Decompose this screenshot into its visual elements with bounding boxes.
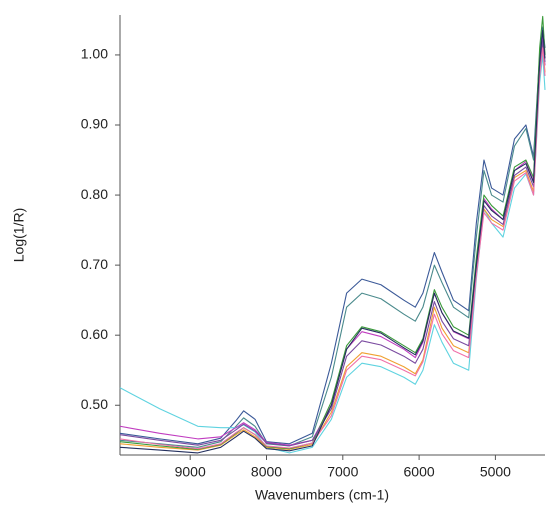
x-tick-label: 7000 — [327, 464, 358, 480]
spectrum-line — [119, 40, 546, 447]
y-tick-label: 0.60 — [81, 326, 108, 342]
y-tick-label: 0.70 — [81, 256, 108, 272]
x-tick-label: 5000 — [480, 464, 511, 480]
spectrum-line — [119, 36, 546, 446]
spectrum-line — [119, 43, 546, 451]
y-tick-label: 0.80 — [81, 186, 108, 202]
spectrum-line — [119, 47, 546, 450]
x-axis-title: Wavenumbers (cm-1) — [255, 487, 389, 503]
y-tick-label: 0.50 — [81, 396, 108, 412]
y-tick-label: 1.00 — [81, 46, 108, 62]
x-tick-label: 6000 — [404, 464, 435, 480]
x-tick-label: 8000 — [251, 464, 282, 480]
spectrum-line — [119, 26, 546, 445]
spectrum-line — [119, 33, 546, 448]
spectrum-line — [119, 29, 546, 454]
y-axis-title: Log(1/R) — [11, 208, 27, 262]
spectrum-line — [119, 54, 546, 454]
x-tick-label: 9000 — [175, 464, 206, 480]
y-tick-label: 0.90 — [81, 116, 108, 132]
